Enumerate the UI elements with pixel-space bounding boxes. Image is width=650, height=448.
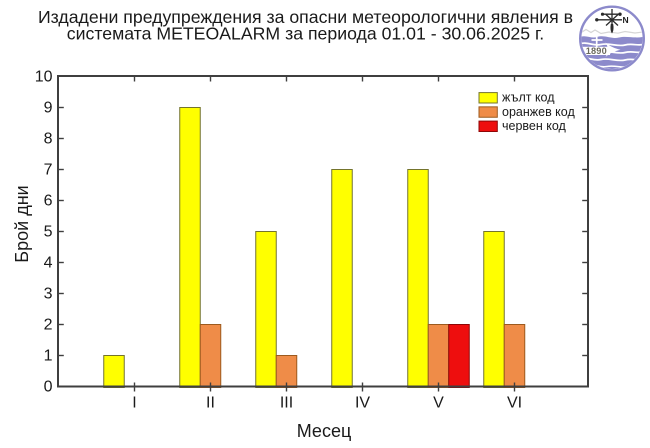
svg-text:V: V	[433, 395, 444, 412]
svg-text:4: 4	[44, 254, 53, 271]
svg-text:0: 0	[44, 378, 53, 395]
svg-text:III: III	[280, 395, 293, 412]
svg-text:I: I	[132, 395, 136, 412]
svg-text:1: 1	[44, 347, 53, 364]
svg-text:Месец: Месец	[297, 421, 352, 441]
svg-text:3: 3	[44, 285, 53, 302]
svg-text:9: 9	[44, 99, 53, 116]
svg-text:10: 10	[35, 68, 53, 85]
svg-text:1890: 1890	[586, 46, 607, 56]
svg-text:II: II	[206, 395, 215, 412]
svg-text:жълт код: жълт код	[502, 91, 555, 105]
svg-text:8: 8	[44, 130, 53, 147]
svg-text:Брой дни: Брой дни	[12, 185, 32, 262]
svg-text:2: 2	[44, 316, 53, 333]
svg-text:7: 7	[44, 161, 53, 178]
svg-text:5: 5	[44, 223, 53, 240]
svg-text:6: 6	[44, 192, 53, 209]
svg-text:Издадени предупреждения за опа: Издадени предупреждения за опасни метеор…	[38, 7, 573, 27]
svg-text:IV: IV	[355, 395, 370, 412]
svg-text:червен код: червен код	[502, 119, 567, 133]
svg-text:N: N	[623, 15, 629, 25]
svg-text:оранжев код: оранжев код	[502, 105, 575, 119]
svg-text:VI: VI	[507, 395, 522, 412]
svg-text:системата METEOALARM за период: системата METEOALARM за периода 01.01 - …	[67, 23, 544, 43]
